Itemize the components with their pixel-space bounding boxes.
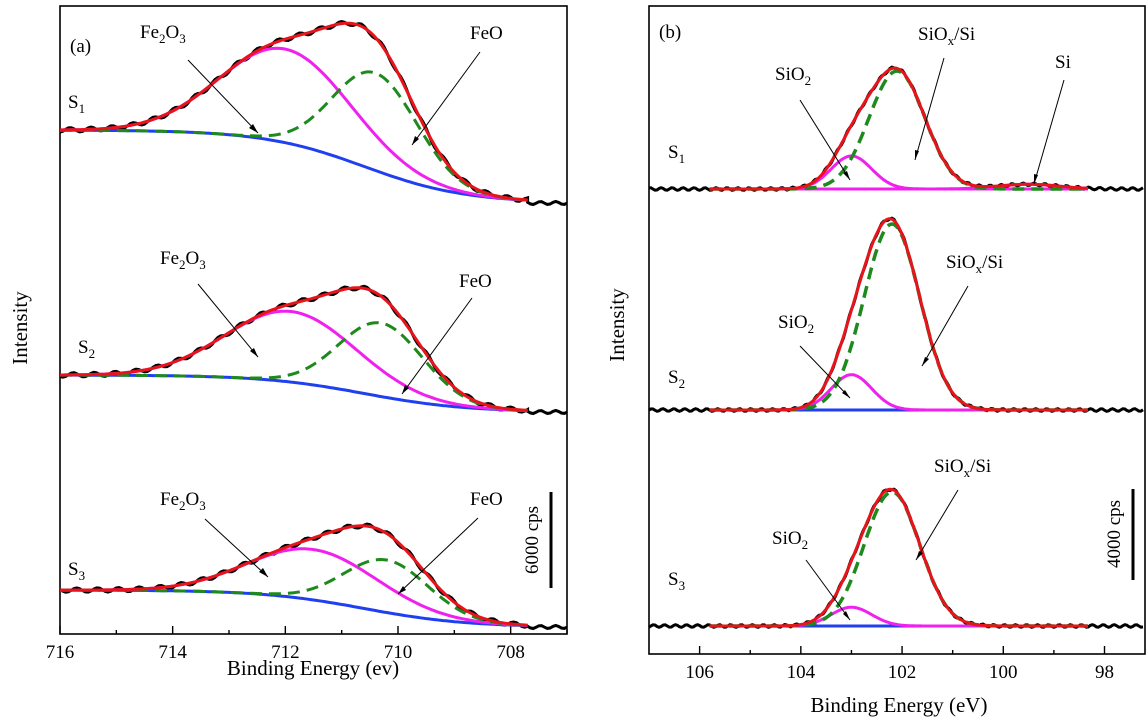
panel-a-feo-peak — [60, 70, 528, 202]
panel-a-annotation-fe2o3-s2: Fe2O3 — [160, 248, 206, 272]
panel-b-arrow-sio2-s3 — [805, 559, 851, 621]
panel-a-arrowhead-feo-s1 — [412, 136, 419, 145]
panel-b-arrow-siox-s3 — [915, 489, 959, 561]
panel-a-raw-spectrum — [59, 284, 568, 416]
panel-a-arrowhead-feo-s2 — [402, 385, 409, 394]
panel-b: 106 104 102 100 98 (b) Binding Energy (eV) I… — [605, 5, 1146, 717]
panel-b-annotation-siox-s3: SiOx/Si — [934, 456, 991, 480]
panel-a-envelope — [60, 286, 528, 412]
panel-a-annotation-fe2o3-s3: Fe2O3 — [160, 489, 206, 513]
panel-a-raw-spectrum — [59, 522, 568, 631]
panel-b-y-axis-label: Intensity — [605, 288, 629, 362]
panel-b-raw-spectrum — [648, 487, 1144, 629]
panel-b-arrowhead-siox-s3 — [916, 551, 923, 560]
panel-a-raw-spectrum — [59, 19, 568, 207]
panel-a-envelope — [59, 21, 528, 202]
panel-b-x-tick-label: 102 — [888, 662, 917, 683]
panel-b-envelope — [709, 217, 1088, 412]
panel-a-x-tick-label: 708 — [496, 642, 525, 663]
panel-a-arrowhead-fe2o3-s1 — [249, 124, 258, 133]
panel-a-x-axis-label: Binding Energy (ev) — [227, 656, 399, 680]
panel-a-scale-bar-label: 6000 cps — [522, 506, 543, 574]
panel-a-arrow-fe2o3-s2 — [197, 283, 259, 358]
panel-a-y-axis-label: Intensity — [8, 291, 32, 365]
panel-a-x-tick-label: 716 — [46, 642, 75, 663]
panel-b-arrowhead-sio2-s1 — [843, 171, 850, 180]
panel-b-scale-bar-label: 4000 cps — [1104, 500, 1125, 568]
panel-b-siox-peak — [709, 222, 1088, 412]
panel-b-frame — [648, 5, 1146, 655]
panel-a-x-tick-label: 712 — [271, 642, 300, 663]
panel-b-envelope — [709, 487, 1088, 628]
panel-b-arrow-sio2-s2 — [799, 345, 851, 399]
panel-b-arrowhead-siox-s2 — [922, 357, 929, 366]
panel-a-annotation-feo-s2: FeO — [459, 271, 492, 292]
panel-a-feo-peak — [60, 321, 528, 412]
panel-b-x-tick-label: 106 — [685, 662, 714, 683]
panel-b-arrow-siox-s2 — [921, 285, 969, 367]
panel-b-annotation-sio2-s1: SiO2 — [775, 64, 811, 88]
panel-a-arrow-fe2o3-s3 — [204, 518, 269, 578]
panel-a-sample-label-s1: S1 — [68, 92, 85, 116]
panel-a-fe2o3-peak — [60, 309, 528, 412]
panel-b-arrowhead-sio2-s2 — [842, 390, 850, 398]
panel-b-raw-spectrum — [648, 216, 1144, 413]
panel-a-x-tick-label: 710 — [384, 642, 413, 663]
panel-a-annotation-feo-s3: FeO — [470, 489, 503, 510]
panel-a: 716 714 712 710 708 (a) Binding Energy (ev) … — [8, 5, 568, 680]
panel-a-sample-label-s2: S2 — [78, 337, 95, 361]
panel-b-x-ticks: 106 104 102 100 98 — [685, 646, 1114, 683]
panel-a-arrowhead-fe2o3-s2 — [250, 348, 258, 357]
panel-b-label: (b) — [659, 22, 681, 43]
panel-b-arrowhead-siox-s1 — [915, 150, 919, 160]
panel-a-fe2o3-peak — [60, 547, 528, 627]
panel-a-arrow-feo-s1 — [411, 51, 481, 146]
panel-a-sample-label-s3: S3 — [68, 559, 85, 583]
panel-b-arrow-siox-s1 — [914, 57, 945, 161]
panel-b-annotation-siox-s2: SiOx/Si — [946, 252, 1003, 276]
panel-a-frame — [59, 5, 568, 635]
panel-b-x-axis-label: Binding Energy (eV) — [811, 693, 988, 717]
panel-b-sio2-peak — [709, 605, 1088, 628]
panel-b-x-tick-label: 98 — [1095, 662, 1114, 683]
panel-b-arrowhead-sio2-s3 — [843, 611, 850, 620]
panel-b-arrowhead-si-s1 — [1034, 174, 1038, 184]
panel-a-arrow-feo-s2 — [401, 297, 473, 395]
panel-b-siox-peak — [709, 69, 1088, 191]
panel-b-arrow-si-s1 — [1033, 79, 1065, 185]
panel-a-arrow-feo-s3 — [397, 517, 479, 595]
panel-b-annotation-siox-s1: SiOx/Si — [918, 24, 975, 48]
panel-a-annotation-fe2o3-s1: Fe2O3 — [140, 22, 186, 46]
panel-a-arrowhead-fe2o3-s3 — [259, 568, 268, 577]
panel-a-arrow-fe2o3-s1 — [187, 59, 259, 134]
panel-b-siox-peak — [709, 490, 1088, 628]
panel-b-annotation-sio2-s3: SiO2 — [772, 528, 808, 552]
panel-b-arrow-sio2-s1 — [799, 99, 851, 181]
panel-a-x-tick-label: 714 — [158, 642, 187, 663]
panel-b-sio2-peak — [709, 373, 1088, 412]
panel-b-x-tick-label: 104 — [787, 662, 816, 683]
panel-a-arrowhead-feo-s3 — [398, 586, 406, 594]
panel-b-sample-label-s3: S3 — [668, 569, 685, 593]
panel-a-envelope — [60, 524, 528, 627]
panel-b-x-tick-label: 100 — [989, 662, 1018, 683]
panel-a-label: (a) — [70, 36, 91, 57]
panel-b-sample-label-s1: S1 — [668, 142, 685, 166]
panel-b-curves — [648, 65, 1144, 629]
panel-b-annotation-sio2-s2: SiO2 — [778, 312, 814, 336]
panel-b-annotation-si-s1: Si — [1055, 52, 1071, 73]
panel-b-raw-spectrum — [648, 65, 1144, 192]
panel-a-annotation-feo-s1: FeO — [470, 23, 503, 44]
panel-b-sample-label-s2: S2 — [668, 367, 685, 391]
panel-a-x-ticks: 716 714 712 710 708 — [46, 626, 568, 663]
panel-a-curves — [59, 19, 568, 631]
panel-b-envelope — [709, 66, 1088, 191]
